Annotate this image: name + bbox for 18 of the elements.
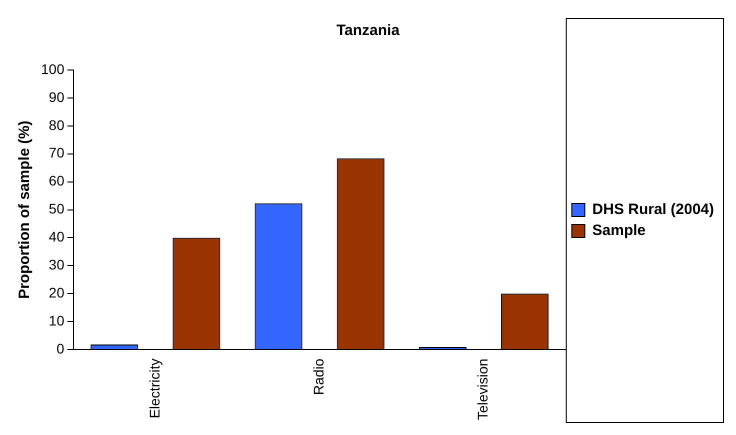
- y-tick-label: 80: [48, 116, 65, 133]
- x-tick-label: Television: [474, 358, 491, 420]
- y-axis-title: Proportion of sample (%): [16, 120, 34, 299]
- legend-label: Sample: [592, 222, 646, 240]
- x-tick-label: Radio: [310, 358, 326, 396]
- y-tick-label: 20: [48, 284, 65, 300]
- y-tick-label: 50: [48, 200, 65, 217]
- x-tick-label: Electricity: [146, 358, 162, 418]
- y-tick-label: 40: [48, 228, 65, 245]
- legend-label: DHS Rural (2004): [592, 201, 714, 218]
- y-tick-label: 90: [48, 88, 65, 105]
- chart-title: Tanzania: [336, 22, 400, 40]
- y-tick-label: 30: [48, 256, 65, 273]
- y-tick-label: 70: [48, 144, 65, 161]
- y-tick-label: 0: [56, 340, 65, 356]
- y-tick-label: 100: [41, 60, 65, 77]
- y-tick-label: 10: [48, 312, 65, 328]
- y-tick-label: 60: [48, 172, 65, 189]
